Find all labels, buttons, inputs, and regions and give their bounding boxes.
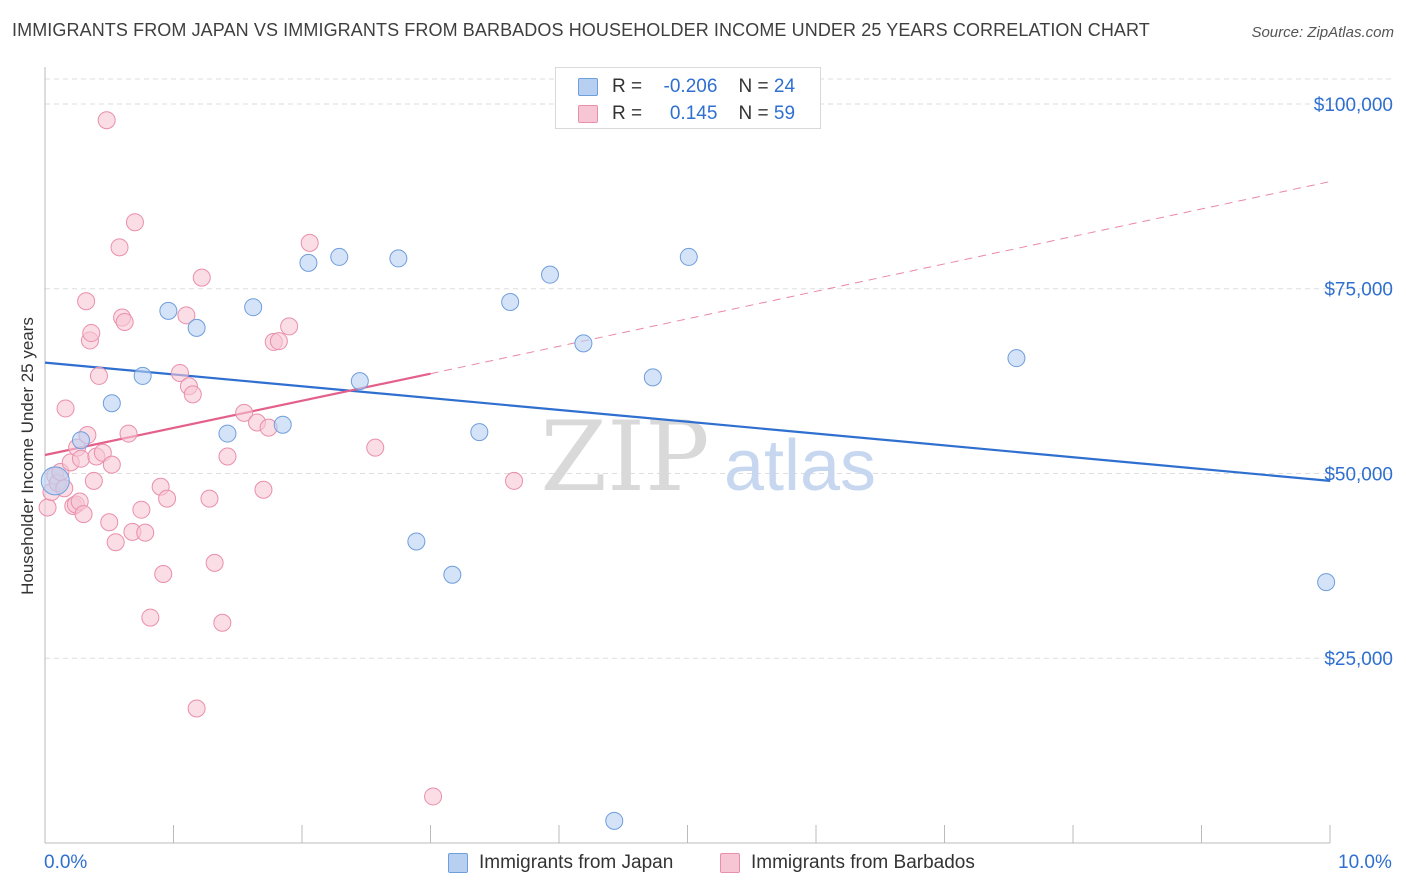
japan-trend-line <box>44 361 1331 482</box>
watermark-zip: ZIP <box>540 401 709 513</box>
japan-point-7 <box>244 298 263 317</box>
japan-point-18 <box>574 334 593 353</box>
japan-point-12 <box>389 249 408 268</box>
barbados-point-55 <box>300 233 319 252</box>
legend-barbados-text: R = 0.145 N = 59 <box>612 103 795 125</box>
japan-points <box>40 247 1336 830</box>
x-tick-label-min: 0.0% <box>44 852 88 873</box>
barbados-point-37 <box>158 489 177 508</box>
legend-japan-n-value: 24 <box>773 76 796 97</box>
barbados-point-41 <box>183 385 202 404</box>
japan-point-17 <box>541 265 560 284</box>
japan-point-4 <box>159 301 178 320</box>
barbados-point-38 <box>170 363 189 382</box>
barbados-point-53 <box>269 332 288 351</box>
japan-point-20 <box>643 368 662 387</box>
japan-point-23 <box>1317 573 1336 592</box>
barbados-point-25 <box>106 533 125 552</box>
barbados-point-22 <box>97 111 116 130</box>
japan-point-0 <box>40 466 70 496</box>
japan-point-9 <box>299 253 318 272</box>
source-label: Source: ZipAtlas.com <box>1251 24 1394 41</box>
legend-barbados-n-label: N = <box>738 103 769 124</box>
grid-lines <box>45 78 1392 659</box>
japan-point-13 <box>407 532 426 551</box>
series-legend-barbados-swatch <box>720 853 740 873</box>
japan-point-21 <box>679 247 698 266</box>
series-legend-japan-swatch <box>448 853 468 873</box>
barbados-point-29 <box>119 424 138 443</box>
japan-point-16 <box>501 293 520 312</box>
barbados-swatch <box>578 105 598 123</box>
barbados-point-46 <box>213 613 232 632</box>
barbados-point-33 <box>136 523 155 542</box>
barbados-points <box>38 111 524 806</box>
barbados-trend-extension <box>430 181 1331 375</box>
barbados-point-57 <box>424 787 443 806</box>
barbados-point-26 <box>110 238 129 257</box>
y-tick-label-2: $75,000 <box>1324 280 1393 301</box>
japan-point-5 <box>187 318 206 337</box>
barbados-point-24 <box>102 455 121 474</box>
y-tick-label-3: $100,000 <box>1314 95 1393 116</box>
barbados-point-39 <box>177 306 196 325</box>
japan-point-10 <box>330 247 349 266</box>
barbados-point-20 <box>89 366 108 385</box>
legend-barbados-r-value: 0.145 <box>669 103 718 124</box>
barbados-point-18 <box>84 471 103 490</box>
japan-swatch <box>578 78 598 96</box>
barbados-point-34 <box>141 608 160 627</box>
series-legend-japan-label: Immigrants from Japan <box>479 852 674 873</box>
japan-point-22 <box>1007 349 1026 368</box>
barbados-point-45 <box>205 553 224 572</box>
japan-point-2 <box>102 394 121 413</box>
barbados-point-56 <box>366 438 385 457</box>
barbados-point-12 <box>71 449 90 468</box>
barbados-point-23 <box>100 513 119 532</box>
legend-barbados-r-label: R = <box>612 103 643 124</box>
barbados-point-36 <box>154 564 173 583</box>
legend-japan-r-label: R = <box>612 76 643 97</box>
barbados-point-28 <box>115 312 134 331</box>
barbados-point-47 <box>218 447 237 466</box>
japan-point-19 <box>605 811 624 830</box>
legend-japan-r-value: -0.206 <box>663 76 718 97</box>
barbados-point-42 <box>187 699 206 718</box>
japan-point-15 <box>470 423 489 442</box>
barbados-point-58 <box>505 471 524 490</box>
japan-point-6 <box>218 424 237 443</box>
japan-point-1 <box>71 431 90 450</box>
barbados-point-13 <box>74 505 93 524</box>
japan-point-14 <box>443 565 462 584</box>
barbados-point-43 <box>192 268 211 287</box>
barbados-point-31 <box>125 213 144 232</box>
barbados-point-6 <box>56 399 75 418</box>
correlation-legend: R = -0.206 N = 24 R = 0.145 N = 59 <box>555 67 821 129</box>
legend-japan-text: R = -0.206 N = 24 <box>612 76 795 98</box>
y-tick-label-0: $25,000 <box>1324 649 1393 670</box>
barbados-point-32 <box>132 500 151 519</box>
legend-japan-n-label: N = <box>738 76 769 97</box>
watermark-atlas: atlas <box>724 426 876 506</box>
barbados-point-50 <box>254 480 273 499</box>
japan-point-11 <box>350 372 369 391</box>
japan-point-3 <box>133 366 152 385</box>
series-legend-barbados-label: Immigrants from Barbados <box>751 852 975 873</box>
barbados-point-0 <box>38 498 57 517</box>
japan-point-8 <box>273 415 292 434</box>
barbados-point-48 <box>235 403 254 422</box>
watermark: ZIP atlas <box>540 401 876 513</box>
barbados-point-17 <box>82 324 101 343</box>
legend-barbados-n-value: 59 <box>773 103 796 124</box>
barbados-point-14 <box>77 292 96 311</box>
y-tick-label-1: $50,000 <box>1324 464 1393 485</box>
barbados-point-54 <box>280 317 299 336</box>
x-tick-label-max: 10.0% <box>1338 852 1392 873</box>
barbados-point-44 <box>200 489 219 508</box>
chart-title: IMMIGRANTS FROM JAPAN VS IMMIGRANTS FROM… <box>12 20 1150 40</box>
y-tick-labels: $25,000 $50,000 $75,000 $100,000 <box>1314 95 1393 670</box>
